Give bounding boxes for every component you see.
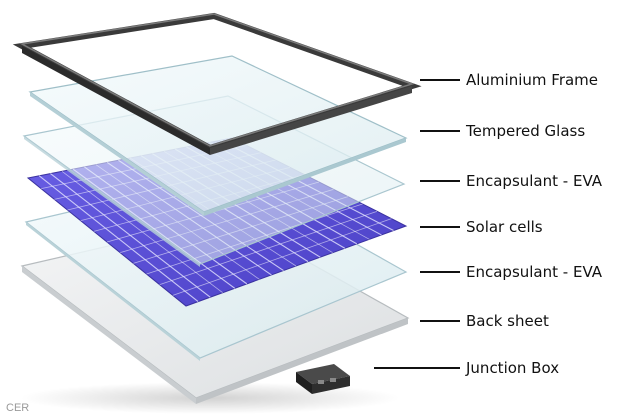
label-tempered-glass: Tempered Glass xyxy=(466,122,586,140)
label-encapsulant-bottom: Encapsulant - EVA xyxy=(466,263,603,281)
label-encapsulant-top: Encapsulant - EVA xyxy=(466,172,603,190)
label-back-sheet: Back sheet xyxy=(466,312,549,330)
layer-aluminium-frame xyxy=(12,12,422,155)
credit-watermark: CER xyxy=(6,402,30,414)
label-solar-cells: Solar cells xyxy=(466,218,543,236)
cell-busbar-line xyxy=(50,173,211,298)
cell-busbar-line xyxy=(38,175,199,303)
layer-tempered-glass xyxy=(28,55,408,216)
leader-lines xyxy=(374,79,460,369)
label-junction-box: Junction Box xyxy=(466,359,560,377)
cell-gap-line xyxy=(61,171,223,293)
label-aluminium-frame: Aluminium Frame xyxy=(466,71,599,89)
junction-box xyxy=(296,364,350,394)
